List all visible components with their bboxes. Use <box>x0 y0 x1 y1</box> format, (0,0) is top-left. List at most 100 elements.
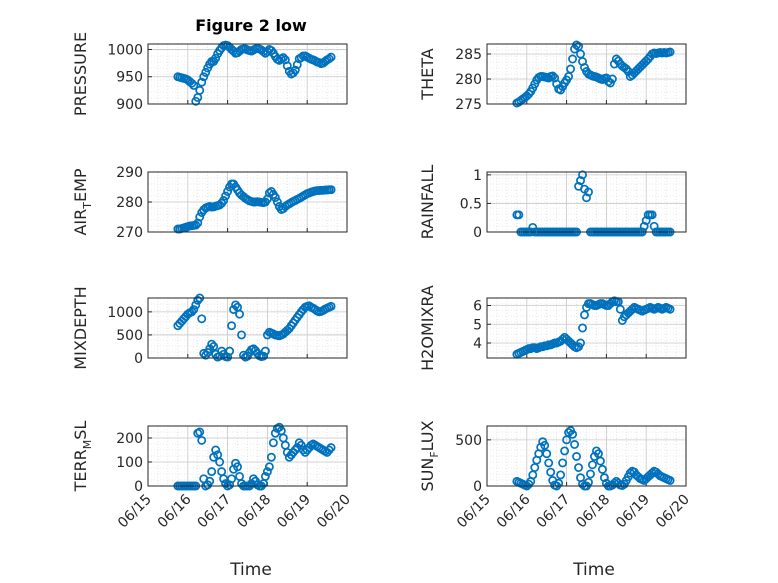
data-point <box>546 467 556 477</box>
data-point <box>191 300 201 310</box>
x-tick-label: 06/16 <box>494 491 534 531</box>
y-axis-label: SUNFLUX <box>418 420 441 491</box>
data-point <box>558 458 568 468</box>
data-point <box>207 467 217 477</box>
x-tick-label: 06/15 <box>454 492 494 532</box>
data-point <box>572 452 582 461</box>
data-point <box>326 185 336 195</box>
x-tick-label: 06/18 <box>234 492 274 532</box>
x-axis-label-left: Time <box>229 560 272 580</box>
x-axis-label-right: Time <box>572 560 615 580</box>
y-tick-label: 0 <box>134 351 143 367</box>
subplot-mixdepth: 0 500 1000 MIXDEPTH <box>71 286 348 370</box>
axes-box <box>147 171 348 233</box>
data-point <box>514 210 524 220</box>
data-point <box>296 440 306 450</box>
y-tick-label: 5 <box>473 317 482 333</box>
y-tick-label: 270 <box>116 225 143 241</box>
y-tick-label: 275 <box>455 97 482 113</box>
x-tick-label: 06/17 <box>534 492 574 532</box>
data-point <box>199 72 209 82</box>
data-point <box>586 469 595 479</box>
data-point <box>233 462 242 472</box>
data-point <box>221 191 231 201</box>
y-axis-label: RAINFALL <box>418 165 437 240</box>
data-point <box>582 193 591 203</box>
data-point <box>556 470 566 480</box>
axes-box <box>147 297 348 359</box>
y-tick-label: 0.5 <box>460 196 482 212</box>
data-point <box>278 53 288 63</box>
data-point <box>578 170 587 180</box>
data-point <box>282 61 292 71</box>
data-point <box>641 216 651 226</box>
data-point <box>249 474 258 484</box>
data-point <box>584 187 593 197</box>
data-point <box>576 176 585 186</box>
data-point <box>201 67 211 77</box>
subplot-air_temp: 270 280 290 AIRTEMP <box>71 165 348 241</box>
y-tick-label: 4 <box>473 336 482 352</box>
data-point <box>223 187 233 196</box>
subplot-theta: 275 280 285 THETA <box>418 40 687 113</box>
data-point <box>607 74 617 84</box>
data-point <box>294 438 304 448</box>
y-tick-label: 900 <box>116 97 143 113</box>
axes-box <box>486 297 687 359</box>
data-point <box>197 314 207 324</box>
data-point <box>227 321 237 331</box>
data-point <box>187 78 197 88</box>
x-tick-label: 06/17 <box>195 492 235 532</box>
data-point <box>199 348 209 358</box>
data-point <box>542 449 552 459</box>
data-point <box>548 71 558 81</box>
data-point <box>225 346 235 356</box>
data-point <box>272 197 282 207</box>
y-tick-label: 0 <box>473 479 482 495</box>
y-axis-label: AIRTEMP <box>71 168 94 235</box>
data-point <box>576 338 585 348</box>
data-point <box>568 54 578 64</box>
data-point <box>260 346 270 356</box>
data-point <box>264 462 274 472</box>
data-point <box>264 188 274 198</box>
y-tick-label: 1 <box>473 168 482 184</box>
data-point <box>324 54 334 64</box>
data-point <box>560 446 570 456</box>
data-point <box>615 304 625 314</box>
data-point <box>627 304 637 314</box>
data-point <box>211 53 221 63</box>
figure-title: Figure 2 low <box>195 16 307 35</box>
data-point <box>326 301 336 311</box>
data-point <box>207 339 217 349</box>
y-tick-label: 500 <box>116 328 143 344</box>
data-point <box>191 220 201 230</box>
subplot-rainfall: 0 0.5 1 RAINFALL <box>418 165 687 241</box>
data-point <box>649 221 659 231</box>
y-axis-label: TERRMSL <box>71 421 94 493</box>
data-point <box>639 221 649 231</box>
x-tick-label: 06/16 <box>155 491 195 531</box>
subplot-h2omixra: 4 5 6 H2OMIXRA <box>418 285 687 371</box>
axes-box <box>486 171 687 233</box>
data-point <box>572 40 582 50</box>
y-tick-label: 280 <box>455 72 482 88</box>
x-tick-label: 06/20 <box>314 492 354 532</box>
data-point <box>262 467 272 477</box>
data-point <box>197 435 207 445</box>
data-point <box>544 458 554 468</box>
data-point <box>209 342 219 351</box>
data-point <box>570 440 580 449</box>
y-tick-label: 100 <box>116 455 143 471</box>
y-tick-label: 950 <box>116 70 143 86</box>
data-point <box>195 212 205 222</box>
subplot-terr_msl: 0 100 200 TERRMSL 06/15 06/16 06/17 06/18 06/19 0… <box>71 421 354 532</box>
y-tick-label: 0 <box>473 225 482 241</box>
data-point <box>215 457 225 467</box>
data-point <box>195 85 205 95</box>
data-point <box>597 464 607 474</box>
y-tick-label: 6 <box>473 299 482 315</box>
axes-box <box>147 425 348 487</box>
y-tick-label: 500 <box>455 433 482 449</box>
y-tick-label: 290 <box>116 165 143 181</box>
